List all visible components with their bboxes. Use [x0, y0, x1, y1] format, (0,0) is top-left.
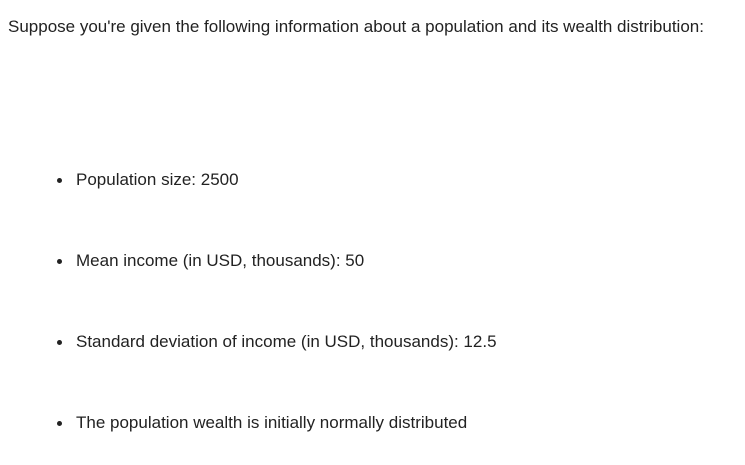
bullet-icon [57, 420, 62, 426]
bullet-icon [57, 177, 62, 183]
list-item-std-deviation: Standard deviation of income (in USD, th… [57, 330, 497, 354]
list-item-text: Mean income (in USD, thousands): 50 [76, 251, 365, 270]
list-item-population-size: Population size: 2500 [57, 168, 239, 192]
list-item-mean-income: Mean income (in USD, thousands): 50 [57, 249, 364, 273]
bullet-icon [57, 339, 62, 345]
list-item-distribution: The population wealth is initially norma… [57, 411, 467, 435]
list-item-text: Standard deviation of income (in USD, th… [76, 332, 497, 351]
bullet-icon [57, 258, 62, 264]
list-item-text: Population size: 2500 [76, 170, 239, 189]
intro-paragraph: Suppose you're given the following infor… [8, 17, 704, 36]
list-item-text: The population wealth is initially norma… [76, 413, 468, 432]
